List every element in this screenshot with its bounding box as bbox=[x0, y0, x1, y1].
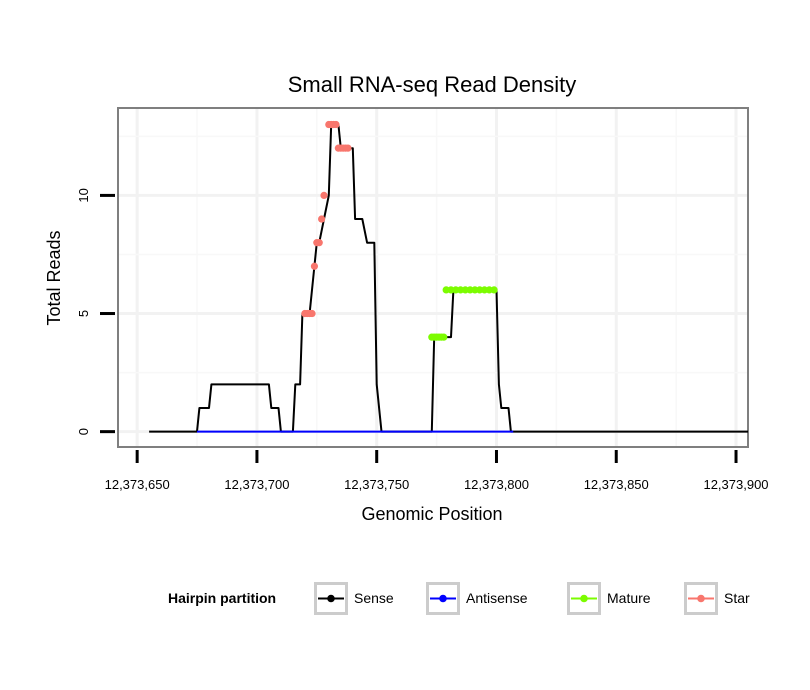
legend-label-sense: Sense bbox=[354, 590, 394, 606]
legend-label-star: Star bbox=[724, 590, 750, 606]
legend: Hairpin partition Sense Antisense Mature St… bbox=[168, 582, 750, 615]
y-tick-label: 5 bbox=[76, 310, 91, 317]
legend-title: Hairpin partition bbox=[168, 590, 276, 606]
x-tick-label: 12,373,800 bbox=[464, 477, 529, 492]
x-tick-label: 12,373,750 bbox=[344, 477, 409, 492]
axes: 12,373,650 12,373,700 12,373,750 12,373,800… bbox=[76, 188, 769, 492]
legend-label-mature: Mature bbox=[607, 590, 651, 606]
legend-dot-sense bbox=[327, 594, 335, 603]
grid bbox=[119, 109, 747, 446]
legend-dot-antisense bbox=[439, 594, 447, 603]
x-tick-label: 12,373,650 bbox=[105, 477, 170, 492]
data-point-star bbox=[344, 144, 352, 152]
data-point-star bbox=[315, 239, 323, 247]
x-tick-label: 12,373,850 bbox=[584, 477, 649, 492]
y-tick-label: 0 bbox=[76, 428, 91, 435]
data-point-star bbox=[308, 309, 316, 318]
data-point-star bbox=[310, 262, 319, 270]
data-point-star bbox=[318, 215, 326, 223]
data-point-mature bbox=[440, 333, 448, 341]
y-axis: 0 5 10 bbox=[76, 188, 115, 435]
data-point-star bbox=[332, 120, 340, 129]
data-point-mature bbox=[490, 286, 498, 294]
y-tick-label: 10 bbox=[76, 188, 91, 202]
legend-dot-mature bbox=[580, 594, 588, 603]
legend-label-antisense: Antisense bbox=[466, 590, 528, 606]
chart-title: Small RNA-seq Read Density bbox=[288, 72, 577, 97]
x-tick-label: 12,373,900 bbox=[703, 477, 768, 492]
legend-dot-star bbox=[697, 594, 705, 603]
series bbox=[149, 120, 748, 433]
x-tick-label: 12,373,700 bbox=[224, 477, 289, 492]
x-axis: 12,373,650 12,373,700 12,373,750 12,373,800… bbox=[105, 446, 769, 492]
y-axis-title: Total Reads bbox=[44, 230, 64, 325]
plot-area bbox=[117, 107, 749, 448]
data-point-star bbox=[320, 191, 328, 200]
x-axis-title: Genomic Position bbox=[361, 504, 502, 524]
